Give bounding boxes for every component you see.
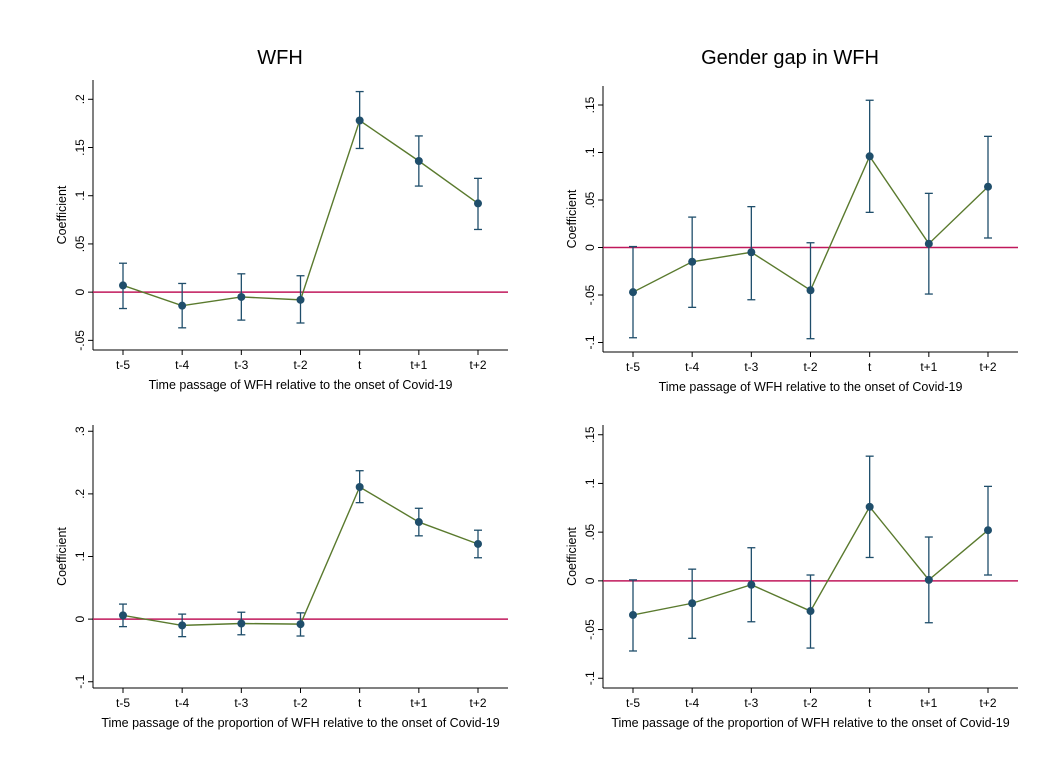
x-tick-label: t: [868, 360, 872, 374]
panel-bottom-right: -.1 -.05 0 .05 .1 .15 t-5 t-4 t-3 t-2 t t+1 t+2 Coeff…: [565, 425, 1018, 730]
x-tick-label: t-2: [803, 696, 817, 710]
y-tick-label: .05: [583, 191, 597, 208]
x-tick-label: t-2: [803, 360, 817, 374]
x-tick-label: t-3: [744, 696, 758, 710]
x-tick-label: t+2: [469, 696, 486, 710]
data-point: [688, 599, 697, 608]
y-tick-label: -.1: [583, 671, 597, 685]
data-point: [865, 502, 874, 511]
data-point: [474, 539, 482, 548]
x-tick-label: t-2: [293, 358, 307, 372]
x-tick-label: t-4: [685, 696, 699, 710]
data-point: [237, 619, 246, 628]
panel-bottom-left: -.1 0 .1 .2 .3 t-5 t-4 t-3 t-2 t t+1 t+2 Coefficient…: [55, 425, 508, 730]
x-tick-label: t+2: [469, 358, 486, 372]
y-tick-label: .1: [583, 478, 597, 488]
data-point: [119, 281, 127, 290]
x-axis-title: Time passage of WFH relative to the onse…: [659, 380, 963, 394]
x-tick-label: t+1: [920, 696, 937, 710]
y-tick-label: .05: [73, 235, 87, 252]
x-tick-label: t+1: [920, 360, 937, 374]
x-tick-label: t+2: [979, 360, 996, 374]
data-point: [984, 526, 992, 535]
y-tick-label: .05: [583, 523, 597, 540]
x-tick-label: t-5: [626, 696, 640, 710]
data-point: [984, 182, 992, 191]
x-tick-label: t-5: [116, 358, 130, 372]
title-left: WFH: [257, 47, 303, 69]
x-tick-label: t+1: [410, 696, 427, 710]
data-point: [355, 482, 364, 491]
y-tick-label: -.05: [73, 330, 87, 351]
y-tick-label: -.05: [583, 619, 597, 640]
x-tick-label: t-5: [116, 696, 130, 710]
x-tick-label: t+2: [979, 696, 996, 710]
y-tick-label: .1: [73, 190, 87, 200]
y-tick-label: .2: [73, 489, 87, 499]
x-tick-label: t-3: [234, 358, 248, 372]
y-tick-label: 0: [73, 288, 87, 295]
y-axis-title: Coefficient: [55, 527, 69, 586]
data-point: [924, 575, 933, 584]
x-tick-label: t: [358, 358, 362, 372]
x-tick-label: t: [358, 696, 362, 710]
data-point: [296, 620, 305, 629]
y-tick-label: .2: [73, 94, 87, 104]
x-tick-label: t-3: [744, 360, 758, 374]
data-point: [296, 295, 305, 304]
data-point: [747, 248, 756, 257]
data-point: [178, 301, 187, 310]
y-axis-title: Coefficient: [55, 185, 69, 244]
panel-top-left: -.05 0 .05 .1 .15 .2 t-5 t-4 t-3 t-2 t t+1 t+2 Coeffi…: [55, 80, 508, 392]
x-tick-label: t-4: [685, 360, 699, 374]
data-point: [237, 292, 246, 301]
data-point: [865, 152, 874, 161]
data-point: [629, 288, 637, 297]
y-axis-title: Coefficient: [565, 527, 579, 586]
data-point: [629, 610, 637, 619]
title-right: Gender gap in WFH: [701, 47, 879, 69]
x-tick-label: t-2: [293, 696, 307, 710]
x-axis-title: Time passage of the proportion of WFH re…: [101, 716, 499, 730]
y-tick-label: .1: [583, 147, 597, 157]
y-tick-label: 0: [73, 615, 87, 622]
x-tick-label: t-4: [175, 696, 189, 710]
data-point: [414, 518, 423, 527]
data-point: [119, 611, 127, 620]
y-tick-label: .15: [583, 426, 597, 443]
data-point: [474, 199, 482, 208]
x-tick-label: t-4: [175, 358, 189, 372]
x-tick-label: t-3: [234, 696, 248, 710]
data-point: [924, 239, 933, 248]
data-point: [355, 116, 364, 125]
y-tick-label: -.1: [73, 674, 87, 688]
data-point: [178, 621, 187, 630]
y-tick-label: 0: [583, 244, 597, 251]
panel-top-right: -.1 -.05 0 .05 .1 .15 t-5 t-4 t-3 t-2 t t+1 t+2 Coeff…: [565, 86, 1018, 394]
y-tick-label: .15: [73, 139, 87, 156]
y-axis-title: Coefficient: [565, 189, 579, 248]
data-point: [806, 607, 815, 616]
y-tick-label: .1: [73, 551, 87, 561]
data-point: [414, 157, 423, 165]
x-tick-label: t: [868, 696, 872, 710]
y-tick-label: .15: [583, 96, 597, 113]
data-point: [688, 257, 697, 266]
x-tick-label: t+1: [410, 358, 427, 372]
y-tick-label: 0: [583, 577, 597, 584]
data-point: [806, 286, 815, 295]
y-tick-label: .3: [73, 426, 87, 436]
x-axis-title: Time passage of WFH relative to the onse…: [149, 378, 453, 392]
x-axis-title: Time passage of the proportion of WFH re…: [611, 716, 1009, 730]
y-tick-label: -.1: [583, 335, 597, 349]
data-point: [747, 580, 756, 589]
x-tick-label: t-5: [626, 360, 640, 374]
y-tick-label: -.05: [583, 284, 597, 305]
